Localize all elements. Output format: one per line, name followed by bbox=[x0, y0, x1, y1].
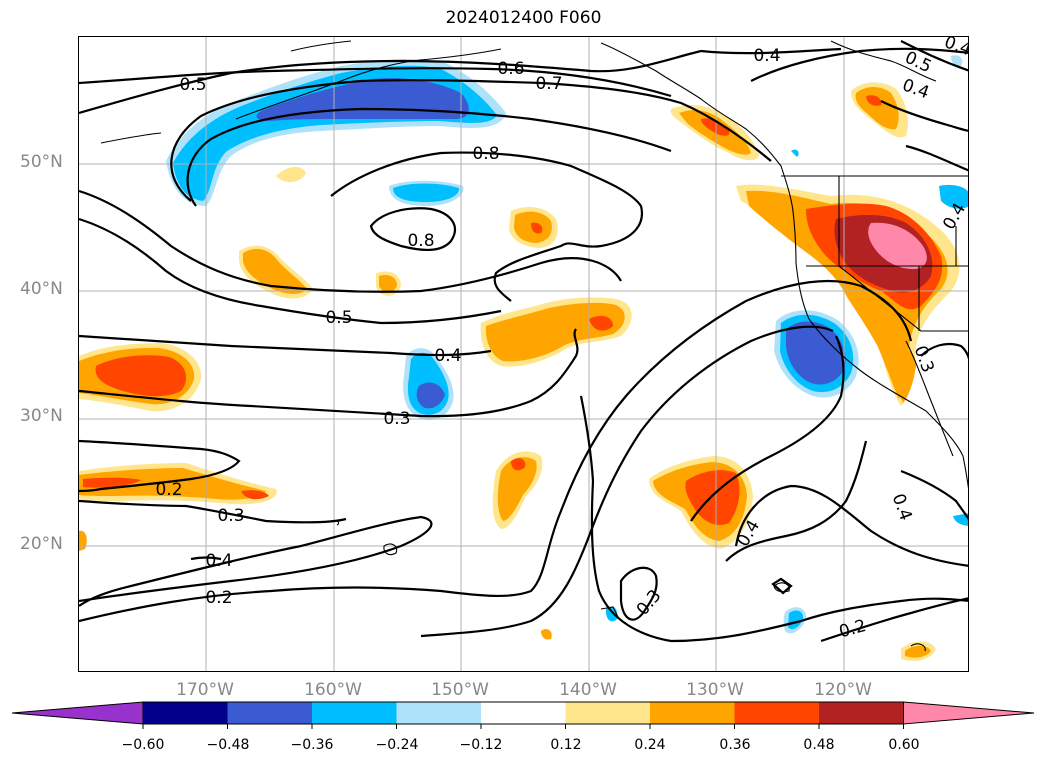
colorbar-tick: −0.24 bbox=[375, 737, 419, 753]
lon-label-150w: 150°W bbox=[431, 680, 489, 700]
map-panel: 0.5 0.6 0.7 0.8 0.8 0.5 0.4 0.3 0.2 0.3 … bbox=[78, 36, 969, 672]
contour-label: 0.8 bbox=[472, 144, 499, 164]
contour-label: 0.5 bbox=[902, 48, 935, 78]
colorbar-tick: 0.36 bbox=[719, 737, 751, 753]
contour-label: 0.2 bbox=[837, 616, 868, 642]
contour-label: 0.5 bbox=[325, 308, 352, 328]
colorbar-cell bbox=[565, 702, 650, 724]
lat-label-40n: 40°N bbox=[20, 279, 63, 299]
lat-label-30n: 30°N bbox=[20, 406, 63, 426]
positive-anomaly-shading bbox=[79, 82, 960, 661]
colorbar-cell bbox=[650, 702, 735, 724]
lat-label-50n: 50°N bbox=[20, 152, 63, 172]
colorbar-cell bbox=[227, 702, 312, 724]
colorbar-tick: −0.48 bbox=[206, 737, 250, 753]
lon-label-120w: 120°W bbox=[814, 680, 872, 700]
colorbar-tick: −0.60 bbox=[121, 737, 165, 753]
contour-label: 0.4 bbox=[900, 75, 932, 103]
contour-label: 0.7 bbox=[535, 74, 562, 94]
colorbar-tick: 0.60 bbox=[888, 737, 920, 753]
lon-label-170w: 170°W bbox=[176, 680, 234, 700]
colorbar-tick: −0.12 bbox=[459, 737, 503, 753]
colorbar-cell bbox=[819, 702, 904, 724]
contour-label: 0.4 bbox=[888, 491, 916, 523]
colorbar-tick: −0.36 bbox=[290, 737, 334, 753]
contour-label: 0.2 bbox=[205, 588, 232, 608]
contour-label: 0.8 bbox=[407, 231, 434, 251]
map-canvas: 0.5 0.6 0.7 0.8 0.8 0.5 0.4 0.3 0.2 0.3 … bbox=[79, 37, 968, 671]
colorbar bbox=[11, 701, 1035, 729]
lon-label-130w: 130°W bbox=[686, 680, 744, 700]
colorbar-extend-min bbox=[11, 701, 144, 725]
colorbar-tick: 0.48 bbox=[803, 737, 835, 753]
contour-label: 0.4 bbox=[753, 46, 780, 66]
colorbar-tick: 0.12 bbox=[550, 737, 582, 753]
colorbar-cell bbox=[312, 702, 397, 724]
contour-label: 0.4 bbox=[205, 551, 232, 571]
contour-lines bbox=[79, 40, 968, 643]
map-title: 2024012400 F060 bbox=[445, 8, 602, 28]
graticule bbox=[79, 37, 968, 671]
lon-label-160w: 160°W bbox=[304, 680, 362, 700]
colorbar-outline bbox=[142, 701, 904, 725]
contour-label: 0.3 bbox=[217, 506, 244, 526]
contour-label: 0.4 bbox=[434, 346, 461, 366]
colorbar-cell bbox=[734, 702, 819, 724]
contour-label: 0.2 bbox=[155, 480, 182, 500]
colorbar-tick: 0.24 bbox=[634, 737, 666, 753]
contour-label: 0.6 bbox=[497, 59, 524, 79]
colorbar-cell bbox=[143, 702, 228, 724]
lon-label-140w: 140°W bbox=[559, 680, 617, 700]
contour-label: 0.3 bbox=[383, 409, 410, 429]
colorbar-cell bbox=[481, 702, 566, 724]
lat-label-20n: 20°N bbox=[20, 534, 63, 554]
colorbar-extend-max bbox=[903, 701, 1035, 725]
contour-label: 0.5 bbox=[179, 75, 206, 95]
colorbar-cell bbox=[396, 702, 481, 724]
contour-label: 0.3 bbox=[633, 586, 666, 620]
